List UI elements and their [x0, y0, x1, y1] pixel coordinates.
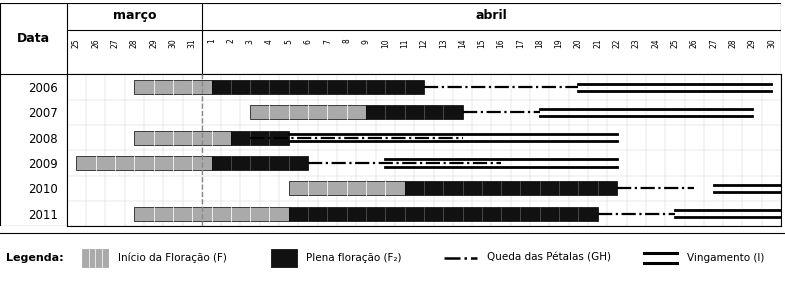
Text: 26: 26 — [91, 38, 100, 48]
Text: 12: 12 — [419, 38, 429, 48]
Text: Início da Floração (F): Início da Floração (F) — [118, 253, 227, 263]
Text: 29: 29 — [747, 38, 757, 48]
Bar — [231, 131, 289, 145]
Bar — [134, 207, 289, 221]
Text: 11: 11 — [400, 38, 409, 48]
Bar — [211, 80, 424, 94]
Text: Data: Data — [16, 32, 50, 45]
Text: 30: 30 — [169, 38, 177, 48]
Text: abril: abril — [476, 9, 507, 22]
Bar — [289, 181, 404, 195]
Bar — [404, 181, 617, 195]
Text: 3: 3 — [246, 38, 254, 44]
Text: 18: 18 — [535, 38, 544, 48]
Bar — [82, 249, 108, 267]
Text: 17: 17 — [516, 38, 525, 48]
Text: Legenda:: Legenda: — [6, 253, 64, 263]
Text: 28: 28 — [728, 38, 737, 48]
Text: 25: 25 — [670, 38, 679, 48]
Bar — [271, 249, 297, 267]
Text: Vingamento (I): Vingamento (I) — [687, 253, 765, 263]
Text: 10: 10 — [381, 38, 390, 48]
Text: 25: 25 — [72, 38, 81, 48]
Bar — [250, 105, 366, 119]
Text: 9: 9 — [361, 38, 371, 44]
Text: 24: 24 — [651, 38, 660, 48]
Text: 5: 5 — [284, 38, 294, 44]
Bar — [366, 105, 462, 119]
Text: 21: 21 — [593, 38, 602, 48]
Text: 14: 14 — [458, 38, 467, 48]
Text: 4: 4 — [265, 38, 274, 44]
Text: 27: 27 — [709, 38, 718, 48]
Bar — [134, 80, 211, 94]
Text: 1: 1 — [207, 38, 216, 43]
Bar — [289, 207, 597, 221]
Text: 6: 6 — [304, 38, 312, 44]
Text: 19: 19 — [554, 38, 564, 48]
Text: 31: 31 — [188, 38, 197, 48]
Text: 15: 15 — [477, 38, 487, 48]
Text: 16: 16 — [497, 38, 506, 48]
Text: março: março — [112, 9, 156, 22]
Bar — [76, 156, 211, 170]
Text: 26: 26 — [690, 38, 699, 48]
Text: 2: 2 — [226, 38, 236, 43]
Text: Plena floração (F₂): Plena floração (F₂) — [306, 253, 402, 263]
Text: 30: 30 — [767, 38, 776, 48]
Text: 23: 23 — [632, 38, 641, 48]
Bar — [134, 131, 231, 145]
Text: Queda das Pétalas (GH): Queda das Pétalas (GH) — [487, 253, 611, 263]
Text: 7: 7 — [323, 38, 332, 44]
Text: 20: 20 — [574, 38, 582, 48]
Text: 13: 13 — [439, 38, 447, 48]
Text: 27: 27 — [111, 38, 119, 48]
Text: 28: 28 — [130, 38, 139, 48]
Text: 29: 29 — [149, 38, 158, 48]
Bar — [211, 156, 308, 170]
Text: 22: 22 — [612, 38, 622, 48]
Text: 8: 8 — [342, 38, 351, 43]
